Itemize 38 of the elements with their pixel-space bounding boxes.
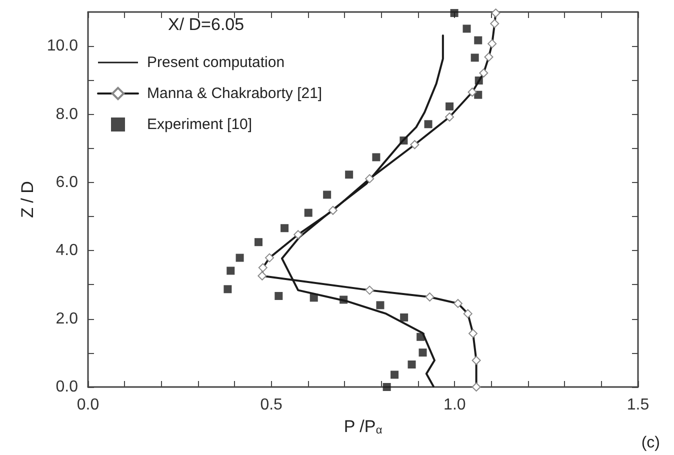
- x-tick-label: 0.0: [76, 396, 100, 414]
- point: [254, 238, 262, 246]
- point: [376, 301, 384, 310]
- point: [408, 360, 416, 368]
- x-tick-label: 0.5: [260, 396, 283, 414]
- point: [470, 54, 479, 62]
- y-axis-title: Z / D: [18, 181, 37, 218]
- point: [382, 383, 391, 391]
- point: [236, 254, 244, 262]
- y-tick-label: 8.0: [56, 106, 78, 123]
- point: [462, 24, 471, 33]
- point: [345, 170, 354, 179]
- point: [224, 285, 232, 294]
- point: [372, 153, 380, 162]
- x-tick-label: 1.0: [444, 396, 466, 414]
- legend-label: Experiment [10]: [147, 116, 252, 133]
- y-tick-label: 10.0: [46, 38, 78, 55]
- point: [274, 292, 283, 300]
- legend-label: Manna & Chakraborty [21]: [147, 85, 322, 102]
- point: [400, 313, 408, 322]
- point: [304, 208, 312, 217]
- legend-label: Present computation: [147, 54, 285, 71]
- point: [418, 348, 427, 357]
- y-tick-label: 0.0: [56, 378, 78, 396]
- point: [424, 120, 432, 128]
- y-tick-label: 2.0: [56, 310, 78, 328]
- point: [280, 224, 289, 232]
- point: [226, 266, 235, 275]
- point: [474, 36, 482, 44]
- y-tick-label: 6.0: [56, 174, 78, 191]
- point: [450, 9, 458, 18]
- x-tick-label: 1.5: [626, 396, 650, 414]
- text: (c): [641, 434, 660, 452]
- point: [323, 190, 332, 199]
- legend-title: X/ D=6.05: [168, 15, 244, 34]
- point: [446, 102, 454, 110]
- point: [390, 370, 399, 379]
- y-tick-label: 4.0: [56, 242, 78, 260]
